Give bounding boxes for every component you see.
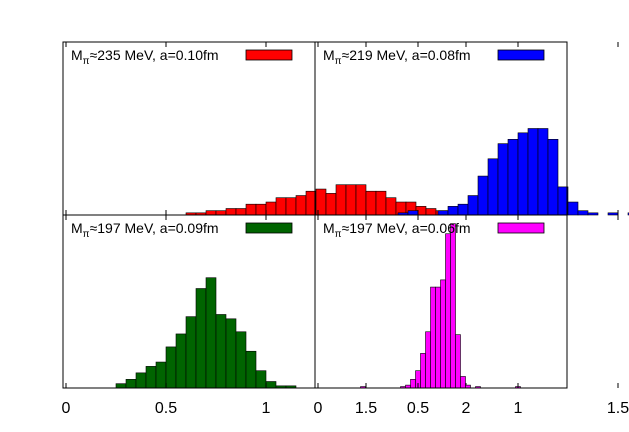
histogram-bar [155, 361, 167, 389]
histogram-bar [195, 288, 207, 389]
histogram-bar [345, 184, 357, 216]
legend-label: Mπ≈197 MeV, a=0.09fm [71, 220, 219, 240]
histogram-bar [457, 203, 469, 216]
histogram-bar [407, 210, 419, 216]
histogram-panel-bottom-right: Mπ≈197 MeV, a=0.06fm [314, 214, 619, 389]
histogram-bar [165, 346, 177, 389]
histogram-bar [420, 353, 426, 389]
histogram-bar [430, 286, 436, 389]
x-tick-label: 0.5 [407, 400, 429, 417]
histogram-bar [385, 197, 397, 216]
histogram-bar [265, 201, 277, 216]
legend-label: Mπ≈219 MeV, a=0.08fm [323, 47, 471, 67]
x-tick-label: 0.5 [155, 400, 177, 417]
x-tick-label: 1.5 [607, 400, 629, 417]
histogram-bar [115, 383, 127, 389]
histogram-panel-bottom-left: Mπ≈197 MeV, a=0.09fm [62, 214, 467, 389]
histogram-bar [455, 334, 461, 389]
histogram-bar [517, 132, 529, 216]
histogram-bar [125, 379, 137, 389]
histogram-bar [215, 210, 227, 216]
histogram-bar [537, 128, 549, 216]
histogram-bar [225, 318, 237, 389]
histogram-bar [235, 208, 247, 216]
legend-swatch [497, 49, 545, 61]
histogram-bar [587, 212, 599, 216]
legend-swatch [497, 222, 545, 234]
x-tick-label: 2 [462, 400, 471, 417]
histogram-bar [185, 316, 197, 389]
histogram-bar [460, 376, 466, 389]
legend-subscript: π [335, 56, 342, 67]
histogram-bar [567, 201, 579, 216]
histogram-bar [477, 175, 489, 216]
histogram-bar [577, 210, 589, 216]
x-tick-label: 1.5 [355, 400, 377, 417]
histogram-bar [295, 195, 307, 216]
histogram-bar [275, 197, 287, 216]
legend-symbol: M [71, 47, 83, 63]
legend-swatch [245, 222, 293, 234]
histogram-bar [607, 212, 619, 216]
histogram-bar [487, 158, 499, 216]
legend-rest: ≈197 MeV, a=0.09fm [90, 220, 219, 236]
histogram-bar [325, 193, 337, 216]
legend-subscript: π [83, 56, 90, 67]
histogram-bar [425, 331, 431, 389]
histogram-bar [145, 366, 157, 389]
legend-rest: ≈219 MeV, a=0.08fm [342, 47, 471, 63]
histogram-bar [235, 331, 247, 389]
histogram-bar [245, 203, 257, 216]
histogram-bar [285, 197, 297, 216]
legend-subscript: π [335, 229, 342, 240]
legend-symbol: M [323, 47, 335, 63]
histogram-bar [265, 381, 277, 389]
histogram-bar [450, 223, 456, 389]
legend-rest: ≈235 MeV, a=0.10fm [90, 47, 219, 63]
panel-frame [62, 41, 316, 216]
histogram-bar [225, 208, 237, 216]
histogram-panel-top-left: Mπ≈235 MeV, a=0.10fm [62, 41, 497, 216]
histogram-bar [355, 184, 367, 216]
x-tick-label: 0 [62, 400, 71, 417]
panel-frame [314, 214, 568, 389]
histogram-bar [435, 286, 441, 389]
legend-rest: ≈197 MeV, a=0.06fm [342, 220, 471, 236]
histogram-bar [445, 233, 451, 389]
histogram-bar [205, 210, 217, 216]
histogram-panel-top-right: Mπ≈219 MeV, a=0.08fm [314, 41, 629, 216]
histogram-bar [437, 210, 449, 216]
x-tick-label: 1 [262, 400, 271, 417]
histogram-bar [255, 203, 267, 216]
histogram-bar [215, 314, 227, 389]
histogram-bar [135, 372, 147, 389]
legend-symbol: M [71, 220, 83, 236]
legend-swatch [245, 49, 293, 61]
histogram-bar [245, 350, 257, 389]
histogram-bar [507, 139, 519, 216]
histogram-bar [375, 190, 387, 216]
histogram-bar [425, 208, 437, 216]
histogram-bar [527, 128, 539, 216]
histogram-bar [365, 190, 377, 216]
legend-label: Mπ≈197 MeV, a=0.06fm [323, 220, 471, 240]
histogram-bar [205, 277, 217, 389]
legend-subscript: π [83, 229, 90, 240]
histogram-bar [497, 143, 509, 216]
histogram-bar [440, 279, 446, 389]
legend-label: Mπ≈235 MeV, a=0.10fm [71, 47, 219, 67]
histogram-bar [547, 139, 559, 216]
histogram-bar [255, 370, 267, 389]
histogram-bar [410, 379, 416, 389]
histogram-bar [447, 206, 459, 216]
histogram-bar [467, 195, 479, 216]
legend-symbol: M [323, 220, 335, 236]
x-tick-label: 0 [314, 400, 323, 417]
histogram-bar [335, 184, 347, 216]
histogram-bar [175, 333, 187, 389]
x-tick-label: 1 [514, 400, 523, 417]
